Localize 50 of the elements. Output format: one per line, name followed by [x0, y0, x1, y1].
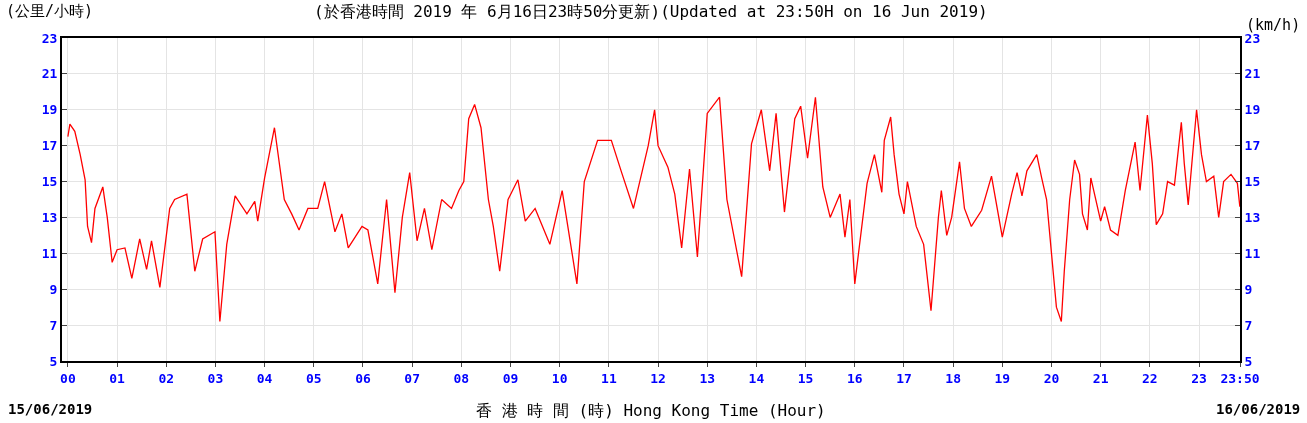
x-tick-label: 00: [60, 370, 76, 386]
y2-tick-label: 15: [1244, 174, 1261, 190]
x-tick-label: 01: [109, 370, 126, 386]
y2-tick-label: 7: [1244, 317, 1253, 333]
y-tick-label: 23: [41, 30, 58, 46]
x-tick-label: 23: [1191, 370, 1207, 386]
y2-tick-label: 9: [1244, 281, 1253, 297]
x-tick-label: 21: [1092, 370, 1109, 386]
y2-tick-label: 11: [1244, 245, 1261, 261]
y-tick-label: 13: [41, 209, 58, 225]
y2-tick-label: 17: [1244, 138, 1261, 154]
x-tick-label: 06: [355, 370, 371, 386]
x-tick-label: 04: [256, 370, 273, 386]
x-tick-label: 13: [699, 370, 716, 386]
x-tick-label: 08: [453, 370, 470, 386]
x-tick-label: 20: [1043, 370, 1060, 386]
y-tick-label: 9: [49, 281, 58, 297]
x-tick-label: 03: [207, 370, 224, 386]
x-axis-title: 香 港 時 間 (時) Hong Kong Time (Hour): [476, 401, 826, 420]
y-tick-label: 15: [41, 174, 58, 190]
line-series: [67, 96, 1240, 323]
x-tick-label: 15: [797, 370, 814, 386]
text: 16/06/2019: [1216, 401, 1301, 417]
x-tick-label: 07: [404, 370, 420, 386]
y-tick-label: 21: [41, 66, 58, 82]
text: 15/06/2019: [8, 401, 93, 417]
y-tick-label: 5: [49, 353, 58, 369]
x-tick-label: 18: [945, 370, 962, 386]
x-tick-label: 16: [846, 370, 863, 386]
y-tick-label: 7: [49, 317, 58, 333]
x-tick-label: 10: [551, 370, 568, 386]
y2-tick-label: 5: [1244, 353, 1253, 369]
x-tick-label: 12: [650, 370, 666, 386]
x-tick-label: 05: [305, 370, 322, 386]
y2-tick-label: 21: [1244, 66, 1261, 82]
y2-tick-label: 13: [1244, 209, 1261, 225]
x-tick-label: 11: [601, 370, 617, 386]
x-tick-label: 09: [502, 370, 519, 386]
y-tick-label: 17: [41, 138, 58, 154]
y-axis-title: (公里/小時): [6, 2, 94, 20]
x-tick-label: 22: [1142, 370, 1158, 386]
x-tick-label: 02: [158, 370, 175, 386]
x-tick-label: 14: [748, 370, 765, 386]
y-tick-label: 11: [41, 245, 58, 261]
y-tick-label: 19: [41, 102, 58, 118]
x-tick-label: 19: [994, 370, 1011, 386]
x-tick-label: 23:50: [1220, 370, 1260, 386]
y2-tick-label: 19: [1244, 102, 1261, 118]
chart-title: (於香港時間 2019 年 6月16日23時50分更新)(Updated at 23:50H on 16 Jun 2019): [314, 2, 988, 21]
x-tick-label: 17: [896, 370, 912, 386]
